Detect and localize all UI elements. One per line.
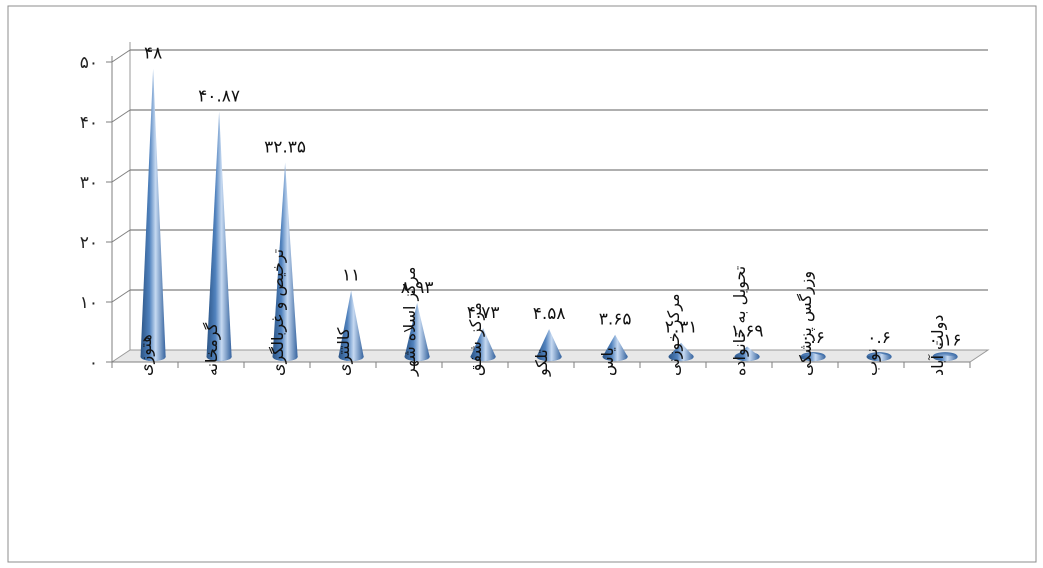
category-label: تلکو	[532, 349, 552, 377]
y-tick-label: ۵۰	[80, 53, 98, 73]
y-tick-label: ۱۰	[80, 293, 98, 313]
category-label: دولت آباد	[928, 315, 948, 376]
value-label: ۴۰.۸۷	[198, 86, 240, 106]
category-label: نوب	[862, 348, 882, 376]
category-label: وزرگس پزشکی	[796, 271, 816, 376]
category-label: هتوزی	[136, 334, 156, 376]
value-label: ۴۸	[144, 44, 162, 64]
value-label: ۳۲.۳۵	[264, 138, 306, 158]
y-tick-label: ۰	[89, 353, 98, 373]
y-tick-label: ۳۰	[80, 173, 98, 193]
value-label: ۴.۵۸	[533, 304, 566, 324]
category-label: مرکز خوزنی	[664, 293, 684, 376]
y-tick-label: ۲۰	[80, 233, 98, 253]
category-label: تحویل به خانواده	[730, 266, 750, 376]
category-label: مرکز شفق	[466, 302, 486, 376]
y-tick-label: ۴۰	[80, 113, 98, 133]
category-label: یاس	[598, 347, 617, 376]
value-label: ۰.۶	[867, 328, 891, 348]
category-label: گرمخانه	[202, 322, 222, 376]
category-label: ترخیص و غربالگری	[268, 249, 288, 376]
value-label: ۳.۶۵	[599, 310, 632, 330]
category-label: کالتتری	[334, 327, 354, 376]
category-label: مرکز اسلاه شهر	[400, 267, 420, 377]
value-label: ۱۱	[342, 266, 360, 286]
